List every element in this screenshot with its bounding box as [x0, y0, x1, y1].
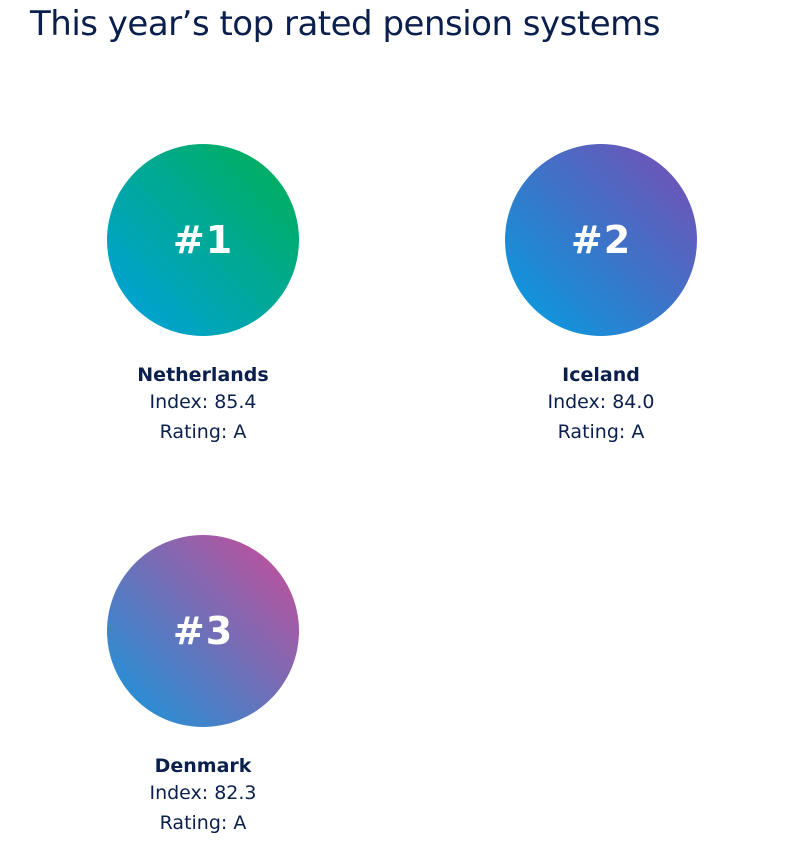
rank-badge-1: #1: [107, 144, 299, 336]
rating-value-2: Rating: A: [557, 421, 645, 443]
rank-badge-3: #3: [107, 535, 299, 727]
index-value-2: Index: 84.0: [547, 391, 655, 413]
country-name-2: Iceland: [562, 364, 640, 386]
rating-value-3: Rating: A: [159, 812, 247, 834]
country-name-3: Denmark: [154, 755, 252, 777]
rank-number-3: #3: [172, 609, 234, 653]
index-value-3: Index: 82.3: [149, 782, 257, 804]
ranking-card-3: #3 Denmark Index: 82.3 Rating: A: [83, 535, 323, 838]
rank-number-1: #1: [172, 218, 234, 262]
index-value-1: Index: 85.4: [149, 391, 257, 413]
rating-value-1: Rating: A: [159, 421, 247, 443]
rank-badge-2: #2: [505, 144, 697, 336]
country-name-1: Netherlands: [137, 364, 269, 386]
page-title: This year’s top rated pension systems: [30, 4, 660, 44]
rank-number-2: #2: [570, 218, 632, 262]
ranking-card-1: #1 Netherlands Index: 85.4 Rating: A: [83, 144, 323, 447]
ranking-card-2: #2 Iceland Index: 84.0 Rating: A: [481, 144, 721, 447]
